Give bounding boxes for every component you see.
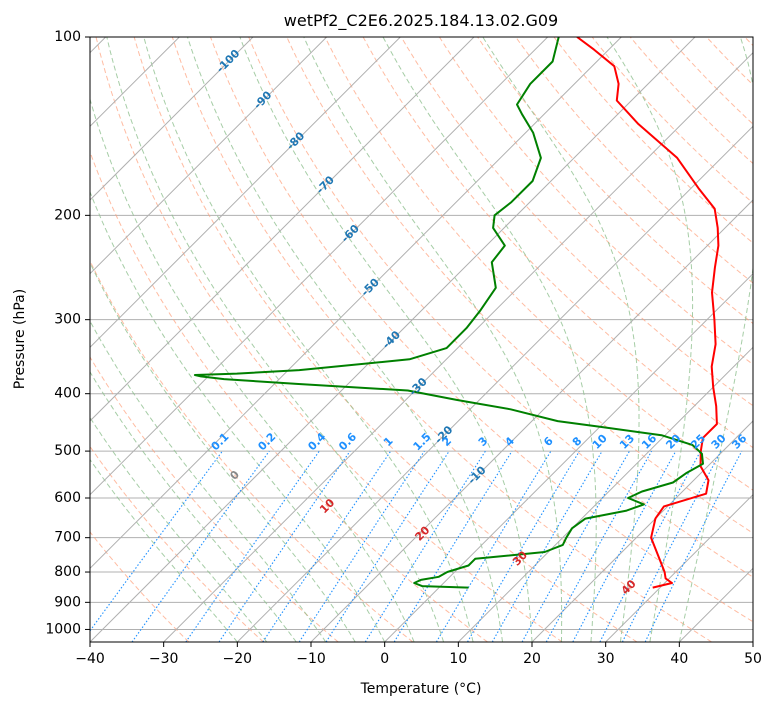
dry-adiabats bbox=[90, 37, 753, 642]
y-axis-ticks: 1000 900 800 700 600 500 400 300 200 100 bbox=[45, 29, 90, 637]
isotherm-line bbox=[457, 346, 753, 642]
moist-adiabat-line bbox=[90, 261, 356, 642]
moist-adiabat-line bbox=[143, 37, 474, 642]
dry-adiabat-line bbox=[90, 259, 414, 642]
dry-adiabat-line bbox=[553, 37, 753, 244]
x-tick-label: 20 bbox=[523, 651, 541, 667]
isotherm-line bbox=[531, 420, 753, 642]
isotherm-line bbox=[90, 37, 549, 496]
moist-adiabat-line bbox=[90, 320, 327, 642]
moist-adiabat-line bbox=[90, 190, 386, 642]
mixing-ratio-line bbox=[644, 450, 743, 642]
x-tick-label: −30 bbox=[149, 651, 179, 667]
isotherm-line bbox=[310, 199, 753, 642]
mixing-ratio-line bbox=[621, 450, 722, 642]
y-tick-label: 1000 bbox=[45, 621, 81, 637]
y-tick-label: 800 bbox=[54, 564, 81, 580]
dewpoint-profile-line bbox=[193, 37, 704, 589]
mixing-ratio-lines bbox=[90, 450, 743, 642]
mixing-ratio-line bbox=[491, 450, 603, 642]
y-tick-label: 300 bbox=[54, 312, 81, 328]
mixing-ratio-line bbox=[545, 450, 653, 642]
moist-adiabat-line bbox=[90, 458, 238, 642]
x-axis-label: Temperature (°C) bbox=[360, 681, 482, 697]
moist-adiabat-line bbox=[606, 37, 694, 642]
mixing-ratio-line bbox=[521, 450, 630, 642]
pressure-grid bbox=[90, 37, 753, 630]
dry-adiabat-line bbox=[210, 37, 753, 623]
dry-adiabat-line bbox=[90, 150, 488, 642]
mixing-ratio-line bbox=[90, 450, 223, 632]
moist-adiabat-line bbox=[382, 37, 597, 642]
dry-adiabat-line bbox=[248, 37, 753, 578]
dry-adiabat-line bbox=[400, 37, 753, 407]
x-tick-label: 10 bbox=[449, 651, 467, 667]
y-tick-label: 700 bbox=[54, 530, 81, 546]
moist-adiabat-line bbox=[303, 37, 563, 642]
dry-adiabat-line bbox=[286, 37, 753, 534]
mixing-ratio-line bbox=[218, 450, 351, 642]
x-axis-ticks: −40 −30 −20 −10 0 10 20 30 40 50 bbox=[75, 642, 762, 667]
isotherm-line bbox=[90, 37, 401, 349]
moist-adiabat-line bbox=[482, 37, 640, 642]
plot-frame bbox=[89, 36, 754, 643]
moist-adiabat-line bbox=[678, 37, 753, 642]
mixing-ratio-line bbox=[325, 450, 450, 642]
y-tick-label: 500 bbox=[54, 443, 81, 459]
isotherm-line bbox=[90, 37, 696, 642]
y-tick-label: 400 bbox=[54, 386, 81, 402]
x-tick-label: 0 bbox=[380, 651, 389, 667]
isotherm-line bbox=[384, 272, 753, 642]
isotherm-line bbox=[90, 37, 254, 201]
y-tick-label: 100 bbox=[54, 29, 81, 45]
dry-adiabat-line bbox=[477, 37, 753, 325]
dry-adiabat-line bbox=[133, 37, 638, 642]
moist-adiabats bbox=[90, 37, 753, 642]
temperature-profile-line bbox=[576, 37, 720, 589]
y-axis-label: Pressure (hPa) bbox=[12, 289, 28, 389]
mixing-ratio-line bbox=[364, 450, 486, 642]
isotherm-line bbox=[163, 51, 753, 642]
isotherm-line bbox=[236, 125, 753, 642]
isotherm-line bbox=[90, 37, 475, 422]
dry-adiabat-line bbox=[95, 37, 563, 642]
isotherm-line bbox=[90, 37, 622, 570]
x-tick-label: −40 bbox=[75, 651, 105, 667]
plot-area: -100-90-80-70-60-50-40-30-20-10010203040… bbox=[90, 37, 753, 642]
mixing-ratio-line bbox=[572, 450, 677, 642]
dry-adiabat-line bbox=[438, 37, 753, 366]
y-tick-label: 200 bbox=[54, 207, 81, 223]
dry-adiabat-line bbox=[90, 531, 190, 642]
moist-adiabat-line bbox=[106, 37, 445, 642]
y-tick-label: 600 bbox=[54, 490, 81, 506]
x-tick-label: 50 bbox=[744, 651, 762, 667]
mixing-ratio-line bbox=[298, 450, 425, 642]
x-tick-label: −20 bbox=[223, 651, 253, 667]
mixing-ratio-line bbox=[599, 450, 701, 642]
chart-title: wetPf2_C2E6.2025.184.13.02.G09 bbox=[284, 11, 558, 31]
x-tick-label: 40 bbox=[670, 651, 688, 667]
dry-adiabat-line bbox=[90, 356, 339, 642]
moist-adiabat-line bbox=[239, 37, 533, 642]
dry-adiabat-line bbox=[591, 37, 753, 204]
isotherm-line bbox=[90, 37, 328, 275]
mixing-ratio-line bbox=[131, 450, 270, 642]
moist-adiabat-line bbox=[90, 416, 268, 642]
x-tick-label: 30 bbox=[597, 651, 615, 667]
isotherm-line bbox=[605, 493, 753, 642]
mixing-ratio-line bbox=[393, 450, 513, 642]
dry-adiabat-line bbox=[324, 37, 753, 491]
skewed-isotherms bbox=[90, 37, 753, 642]
moist-adiabat-line bbox=[187, 37, 503, 642]
x-tick-label: −10 bbox=[296, 651, 326, 667]
mixing-ratio-line bbox=[185, 450, 320, 642]
y-tick-label: 900 bbox=[54, 594, 81, 610]
sounding-series bbox=[193, 37, 720, 589]
